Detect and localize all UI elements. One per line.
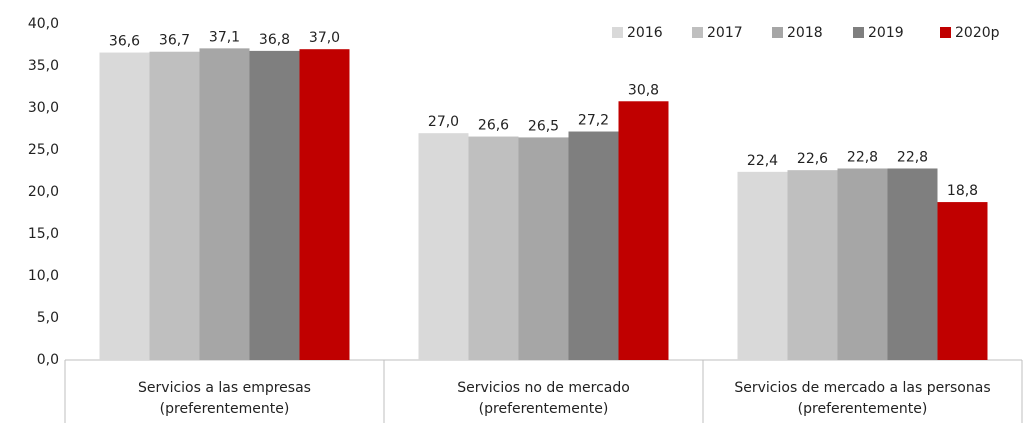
- y-tick-label: 25,0: [28, 142, 59, 158]
- x-tick-label: Servicios de mercado a las personas (pref…: [734, 380, 990, 417]
- x-tick-label-line: Servicios a las empresas: [138, 380, 311, 396]
- data-label: 22,8: [847, 149, 878, 165]
- bar: [99, 52, 150, 361]
- bar: [468, 136, 519, 360]
- bar: [518, 137, 569, 360]
- x-tick-label: Servicios no de mercado (preferentemente): [457, 380, 630, 417]
- data-label: 37,0: [309, 30, 340, 46]
- data-label: 22,8: [897, 149, 928, 165]
- y-tick-label: 40,0: [28, 16, 59, 32]
- legend-label: 2017: [707, 25, 743, 41]
- bar: [149, 51, 200, 360]
- bar: [568, 131, 619, 360]
- bar: [787, 170, 838, 360]
- legend-swatch: [772, 27, 783, 38]
- x-tick-label-line: Servicios no de mercado: [457, 380, 630, 396]
- y-tick-label: 35,0: [28, 58, 59, 74]
- legend-label: 2016: [627, 25, 663, 41]
- data-label: 26,6: [478, 118, 509, 134]
- y-tick-label: 0,0: [37, 352, 59, 368]
- data-label: 30,8: [628, 82, 659, 98]
- bar: [618, 101, 669, 360]
- bar: [199, 48, 250, 361]
- legend-swatch: [853, 27, 864, 38]
- x-tick-label-line: (preferentemente): [798, 401, 928, 417]
- bar: [737, 171, 788, 360]
- data-label: 22,4: [747, 153, 778, 169]
- legend-swatch: [940, 27, 951, 38]
- bar: [887, 168, 938, 360]
- data-label: 26,5: [528, 118, 559, 134]
- y-tick-label: 15,0: [28, 226, 59, 242]
- legend-label: 2018: [787, 25, 823, 41]
- x-tick-label: Servicios a las empresas (preferentemente…: [138, 380, 311, 417]
- x-tick-label-line: (preferentemente): [479, 401, 609, 417]
- data-label: 18,8: [947, 183, 978, 199]
- bar: [837, 168, 888, 360]
- data-label: 27,0: [428, 114, 459, 130]
- bar: [937, 202, 988, 360]
- data-label: 22,6: [797, 151, 828, 167]
- y-tick-label: 10,0: [28, 268, 59, 284]
- x-tick-label-line: Servicios de mercado a las personas: [734, 380, 990, 396]
- y-tick-label: 30,0: [28, 100, 59, 116]
- y-tick-label: 20,0: [28, 184, 59, 200]
- bar: [418, 133, 469, 360]
- data-label: 37,1: [209, 29, 240, 45]
- legend-swatch: [692, 27, 703, 38]
- bar: [299, 49, 350, 360]
- data-label: 36,8: [259, 32, 290, 48]
- data-label: 27,2: [578, 113, 609, 129]
- legend-label: 2019: [868, 25, 904, 41]
- data-label: 36,7: [159, 33, 190, 49]
- data-label: 36,6: [109, 34, 140, 50]
- legend-label: 2020p: [955, 25, 1000, 41]
- y-tick-label: 5,0: [37, 310, 59, 326]
- bar: [249, 50, 300, 360]
- x-tick-label-line: (preferentemente): [160, 401, 290, 417]
- legend-swatch: [612, 27, 623, 38]
